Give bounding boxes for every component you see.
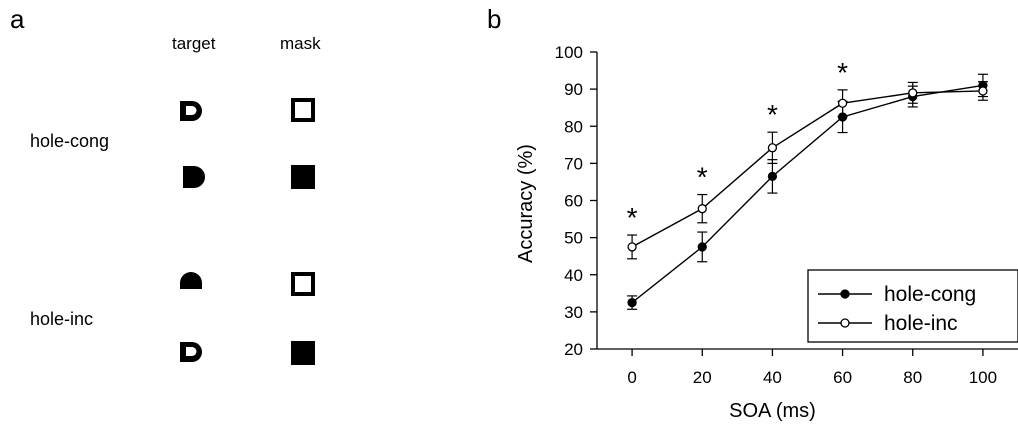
- x-tick-label: 20: [693, 368, 712, 387]
- significance-star: *: [837, 57, 848, 88]
- target-shape-dome-filled: [180, 272, 202, 289]
- x-tick-label: 100: [969, 368, 997, 387]
- data-point-hole-inc: [697, 204, 707, 214]
- significance-star: *: [767, 99, 778, 130]
- data-point-hole-cong: [697, 242, 707, 252]
- target-shape-d-hole-inner: [186, 347, 197, 356]
- target-shape-d-filled: [183, 166, 205, 188]
- data-point-hole-inc: [767, 143, 778, 153]
- row-label-hole-inc: hole-inc: [30, 309, 94, 329]
- mask-column-header: mask: [280, 34, 321, 53]
- mask-open-square: [291, 98, 315, 122]
- legend-box: [807, 269, 1018, 343]
- row-label-hole-cong: hole-cong: [30, 131, 110, 151]
- legend-entry: hole-cong: [884, 283, 976, 306]
- target-shape-d-hole-inner: [186, 106, 197, 115]
- series-line-hole-cong: [631, 84, 984, 304]
- x-axis-label: SOA (ms): [729, 400, 816, 422]
- mask-filled-square: [291, 341, 315, 365]
- mask-open-square: [291, 272, 315, 296]
- data-point-hole-inc: [978, 86, 988, 96]
- data-point-hole-cong: [837, 112, 848, 122]
- significance-star: *: [697, 162, 708, 193]
- x-tick-label: 80: [903, 368, 922, 387]
- panel-a-letter: a: [10, 4, 25, 34]
- legend-marker: [840, 289, 850, 299]
- legend-marker: [840, 318, 850, 328]
- data-point-hole-inc: [837, 98, 848, 108]
- y-tick-label: 60: [564, 192, 583, 211]
- y-tick-label: 80: [564, 117, 583, 136]
- y-tick-label: 30: [564, 303, 583, 322]
- y-tick-label: 40: [564, 266, 583, 285]
- data-point-hole-cong: [627, 297, 637, 308]
- y-tick-label: 20: [564, 340, 583, 359]
- x-tick-label: 60: [833, 368, 852, 387]
- significance-star: *: [627, 202, 638, 233]
- x-tick-label: 0: [627, 368, 636, 387]
- target-column-header: target: [172, 34, 216, 53]
- data-point-hole-cong: [767, 171, 778, 182]
- x-tick-label: 40: [763, 368, 782, 387]
- y-tick-label: 50: [564, 229, 583, 248]
- y-tick-label: 70: [564, 154, 583, 173]
- data-point-hole-inc: [908, 88, 918, 98]
- y-tick-label: 90: [564, 80, 583, 99]
- data-point-hole-inc: [627, 242, 637, 252]
- y-axis-label: Accuracy (%): [515, 144, 537, 263]
- mask-filled-square: [291, 165, 315, 189]
- panel-b-letter: b: [487, 4, 502, 34]
- series-line-hole-inc: [631, 90, 983, 248]
- y-tick-label: 100: [555, 43, 583, 62]
- legend-entry: hole-inc: [884, 312, 958, 335]
